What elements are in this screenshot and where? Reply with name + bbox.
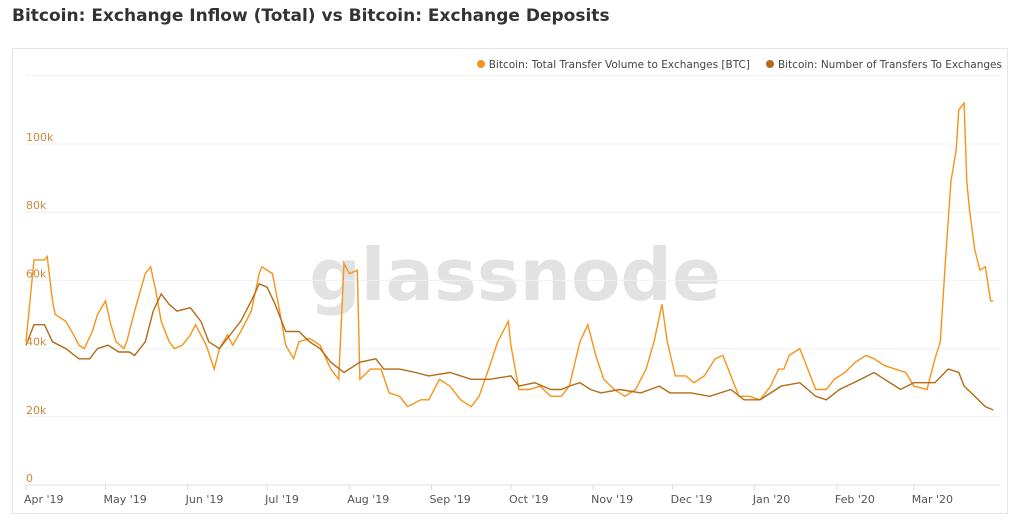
- legend-dot-icon: [765, 60, 774, 68]
- x-tick-label: Sep '19: [429, 493, 470, 506]
- x-tick-label: Feb '20: [835, 493, 875, 506]
- x-tick-label: Apr '19: [24, 493, 64, 506]
- legend-label: Bitcoin: Total Transfer Volume to Exchan…: [488, 59, 750, 71]
- y-tick-label: 80k: [26, 199, 47, 212]
- x-tick-label: Oct '19: [509, 493, 549, 506]
- x-tick-label: Jan '20: [752, 493, 790, 506]
- y-tick-label: 0: [26, 472, 33, 485]
- x-tick-label: Jul '19: [264, 493, 299, 506]
- x-tick-label: May '19: [104, 493, 147, 506]
- x-tick-label: Dec '19: [671, 493, 713, 506]
- chart-title: Bitcoin: Exchange Inflow (Total) vs Bitc…: [12, 6, 610, 26]
- legend: Bitcoin: Total Transfer Volume to Exchan…: [476, 59, 1002, 71]
- watermark: glassnode: [309, 233, 721, 317]
- x-tick-label: Aug '19: [347, 493, 389, 506]
- legend-dot-icon: [476, 60, 485, 68]
- y-tick-label: 40k: [26, 336, 47, 349]
- series-transfers-line: [25, 282, 994, 411]
- y-tick-label: 20k: [26, 404, 47, 417]
- legend-label: Bitcoin: Number of Transfers To Exchange…: [777, 59, 1002, 71]
- x-tick-label: Jun '19: [185, 493, 224, 506]
- y-tick-label: 60k: [26, 267, 47, 280]
- legend-item-transfers[interactable]: Bitcoin: Number of Transfers To Exchange…: [765, 59, 1002, 71]
- y-tick-label: 100k: [26, 131, 54, 144]
- x-tick-label: Nov '19: [591, 493, 633, 506]
- x-tick-label: Mar '20: [912, 493, 953, 506]
- series-volume-line: [25, 101, 994, 408]
- legend-item-volume[interactable]: Bitcoin: Total Transfer Volume to Exchan…: [476, 59, 750, 71]
- chart-panel: [12, 48, 1008, 514]
